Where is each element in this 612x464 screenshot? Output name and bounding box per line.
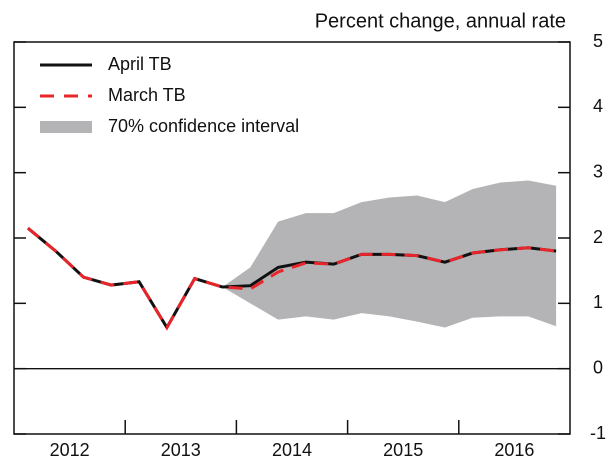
x-tick-label: 2014 — [272, 440, 312, 460]
legend-label: 70% confidence interval — [108, 116, 299, 136]
y-tick-label: 5 — [593, 31, 603, 51]
series-line — [26, 227, 557, 331]
legend-label: March TB — [108, 85, 186, 105]
chart-title: Percent change, annual rate — [315, 10, 566, 32]
y-tick-label: -1 — [590, 423, 606, 443]
x-tick-label: 2013 — [161, 440, 201, 460]
x-tick-label: 2012 — [50, 440, 90, 460]
legend-label: April TB — [108, 54, 172, 74]
x-tick-label: 2015 — [383, 440, 423, 460]
series-line — [26, 227, 557, 331]
y-tick-label: 4 — [593, 96, 603, 116]
x-tick-label: 2016 — [494, 440, 534, 460]
y-tick-label: 0 — [593, 357, 603, 377]
y-tick-label: 3 — [593, 161, 603, 181]
y-tick-label: 1 — [593, 292, 603, 312]
y-tick-label: 2 — [593, 227, 603, 247]
